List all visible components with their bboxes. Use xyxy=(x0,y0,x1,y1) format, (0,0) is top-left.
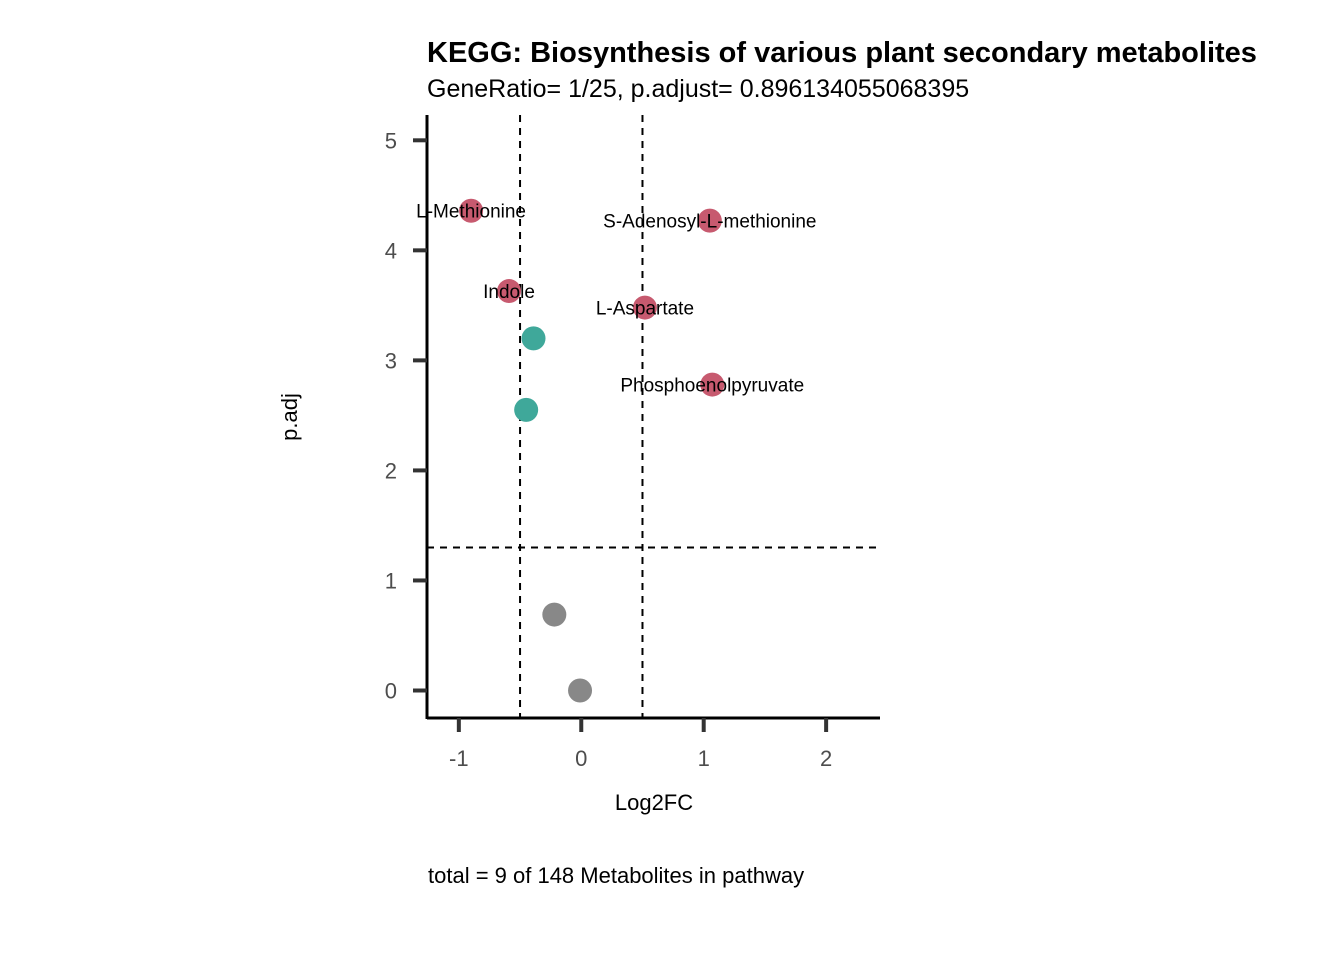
data-point-up xyxy=(697,208,722,233)
chart-title: KEGG: Biosynthesis of various plant seco… xyxy=(427,37,1257,69)
point-label: Phosphoenolpyruvate xyxy=(620,376,804,397)
data-points xyxy=(459,198,725,703)
y-ticks: 0 1 2 3 4 5 xyxy=(385,128,427,703)
x-tick-label: 2 xyxy=(820,746,832,771)
y-tick-label: 1 xyxy=(385,568,397,593)
y-tick-label: 5 xyxy=(385,128,397,153)
point-label: S-Adenosyl-L-methionine xyxy=(603,212,816,233)
data-point-down xyxy=(521,326,546,351)
x-axis-title: Log2FC xyxy=(615,790,693,815)
x-ticks: -1 0 1 2 xyxy=(449,718,832,771)
point-labels: L-Methionine S-Adenosyl-L-methionine Indol… xyxy=(416,202,816,397)
point-label: Indole xyxy=(483,282,535,303)
data-point-down xyxy=(514,397,539,422)
data-point-ns xyxy=(542,602,567,627)
y-tick-label: 0 xyxy=(385,678,397,703)
y-tick-label: 4 xyxy=(385,238,397,263)
point-label: L-Methionine xyxy=(416,202,526,223)
data-point-up xyxy=(497,279,522,304)
x-tick-label: 1 xyxy=(698,746,710,771)
chart-subtitle: GeneRatio= 1/25, p.adjust= 0.89613405506… xyxy=(427,75,969,103)
y-tick-label: 2 xyxy=(385,458,397,483)
point-label: L-Aspartate xyxy=(596,299,694,320)
axes xyxy=(425,115,880,720)
chart-caption: total = 9 of 148 Metabolites in pathway xyxy=(428,863,804,888)
data-point-ns xyxy=(568,678,593,703)
y-axis-title: p.adj xyxy=(277,393,302,441)
x-tick-label: -1 xyxy=(449,746,469,771)
data-point-up xyxy=(459,198,484,223)
data-point-up xyxy=(632,295,657,320)
data-point-up xyxy=(700,372,725,397)
x-tick-label: 0 xyxy=(575,746,587,771)
y-tick-label: 3 xyxy=(385,348,397,373)
